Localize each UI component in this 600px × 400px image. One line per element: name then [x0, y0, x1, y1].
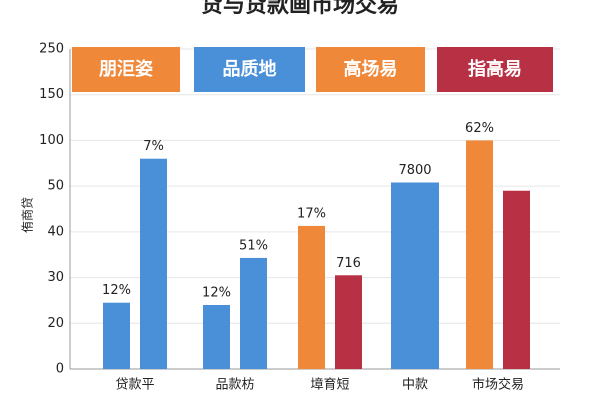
bar-annotation: 17% — [297, 206, 326, 221]
legend-label: 高场易 — [344, 58, 398, 80]
x-tick-label: 墇育短 — [310, 377, 349, 393]
y-tick-label: 40 — [47, 224, 64, 239]
bar — [391, 182, 439, 369]
y-tick-label: 50 — [47, 179, 64, 194]
bar-annotation: 62% — [465, 121, 494, 136]
bar-annotation: 12% — [102, 283, 131, 298]
y-tick-label: 150 — [39, 87, 64, 102]
bar-annotation: 12% — [202, 286, 231, 301]
bar — [503, 190, 530, 369]
legend-label: 朋洰姿 — [99, 58, 153, 80]
bar-annotation: 51% — [239, 238, 268, 253]
y-axis-label: 侑商贷 — [20, 197, 35, 233]
bar — [298, 225, 325, 369]
bar — [335, 275, 362, 369]
legend-box — [194, 47, 305, 92]
bar — [140, 158, 167, 369]
y-tick-label: 0 — [56, 362, 64, 377]
legend-box — [437, 47, 553, 92]
x-tick-label: 贷款平 — [115, 378, 154, 393]
bar — [240, 257, 267, 369]
y-tick-label: 20 — [47, 316, 64, 331]
x-tick-label: 品款枋 — [215, 377, 254, 393]
bar-annotation: 7800 — [398, 163, 431, 178]
y-tick-label: 100 — [39, 133, 64, 148]
chart-title: 贷与贷款画市场交易 — [201, 0, 399, 18]
x-tick-label: 市场交易 — [472, 377, 524, 393]
x-tick-label: 中款 — [402, 378, 428, 393]
legend-box — [72, 47, 180, 92]
legend-box — [316, 47, 425, 92]
y-tick-label: 250 — [39, 42, 64, 57]
bar-annotation: 716 — [336, 256, 361, 271]
bar — [103, 302, 130, 369]
bar-annotation: 7% — [143, 139, 164, 154]
legend-label: 指高易 — [468, 58, 522, 80]
bar — [466, 140, 493, 369]
bar — [203, 305, 230, 369]
legend-label: 品质地 — [223, 58, 277, 80]
y-tick-label: 30 — [47, 270, 64, 285]
